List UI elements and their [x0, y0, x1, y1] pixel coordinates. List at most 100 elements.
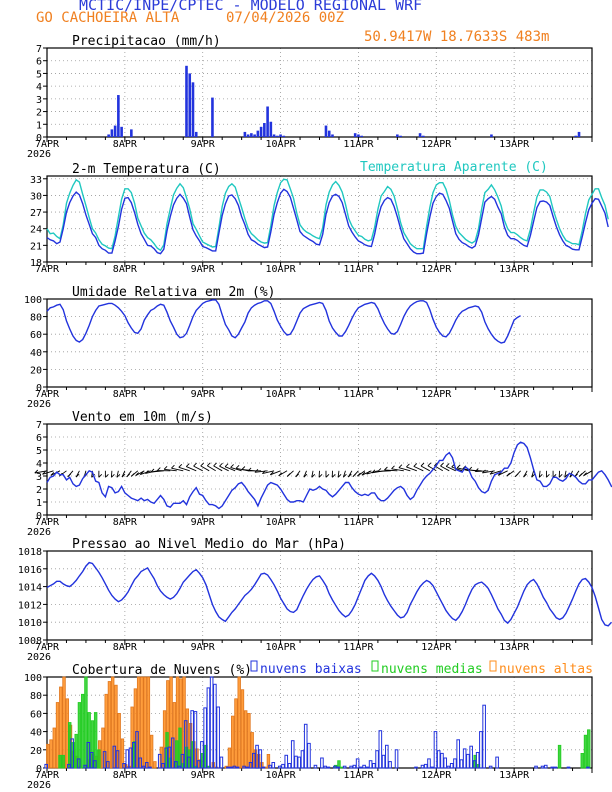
wind-barb	[34, 470, 48, 474]
low-cloud-bar	[550, 766, 555, 769]
x-tick-label: 9APR	[191, 264, 216, 275]
wind-barb-flag	[506, 472, 511, 477]
low-cloud-bar	[157, 753, 162, 769]
wind-barb	[538, 470, 541, 478]
wind-barb-flag	[489, 470, 494, 475]
low-cloud-bar	[430, 766, 435, 769]
low-cloud-bar	[488, 765, 493, 769]
wind-barb-flag	[171, 464, 175, 469]
panel-title: Cobertura de Nuvens (%)	[72, 663, 252, 678]
x-tick-label: 9APR	[191, 139, 216, 150]
panel-title: 2-m Temperatura (C)	[72, 162, 221, 177]
low-cloud-bar	[115, 750, 120, 769]
wind-barb-flag	[269, 471, 274, 476]
low-cloud-bar	[268, 764, 272, 769]
temperature-line	[46, 188, 609, 255]
precip-bar	[276, 135, 279, 137]
wind-barb-flag	[224, 463, 229, 468]
wind-barb-flag	[126, 473, 131, 478]
wind-barb-flag	[262, 470, 266, 474]
mid-cloud-bar	[61, 754, 65, 769]
y-tick-label: 80	[30, 691, 42, 702]
x-tick-label: 11APR	[343, 264, 374, 275]
x-tick-label: 7APR	[35, 517, 60, 528]
wind-barb	[398, 467, 411, 472]
low-cloud-bar	[86, 742, 91, 769]
wind-barb-flag	[156, 467, 161, 471]
panel-1	[43, 47, 593, 142]
low-cloud-bar	[456, 739, 460, 769]
low-cloud-bar	[67, 763, 71, 769]
precip-bar	[243, 131, 247, 137]
low-cloud-bar	[342, 765, 347, 769]
low-cloud-bar	[323, 765, 327, 769]
low-cloud-bar	[362, 764, 366, 769]
low-cloud-bar	[540, 765, 545, 769]
wind-barb-flag	[347, 473, 352, 478]
x-year-label: 2026	[27, 527, 51, 538]
mid-cloud-bar	[580, 753, 584, 769]
x-tick-label: 13APR	[499, 389, 530, 400]
precip-bar	[259, 126, 263, 137]
wind-barb-flag	[42, 470, 46, 475]
low-cloud-bar	[128, 747, 133, 769]
x-tick-label: 12APR	[421, 770, 452, 781]
y-tick-label: 80	[30, 313, 42, 324]
wind-barb-flag	[67, 473, 72, 478]
precip-bar	[490, 134, 493, 137]
precip-bar	[188, 73, 192, 137]
panel-5	[43, 550, 593, 645]
low-cloud-bar	[284, 754, 289, 769]
wind-barb-flag	[398, 464, 403, 469]
low-cloud-bar	[277, 765, 282, 769]
y-tick-label: 60	[30, 330, 42, 341]
wind-barb-flag	[105, 473, 109, 478]
legend-low-clouds-swatch	[250, 660, 258, 672]
low-cloud-bar	[83, 764, 87, 769]
y-tick-label: 1014	[18, 583, 42, 594]
wind-barb-flag	[420, 462, 425, 467]
wind-barb	[564, 470, 567, 478]
wind-barb-flag	[391, 465, 395, 470]
low-cloud-bar	[229, 766, 233, 769]
legend-high-clouds-swatch	[489, 660, 497, 672]
wind-barb-flag	[384, 466, 388, 471]
wind-barb-flag	[213, 462, 217, 467]
plot-frame	[46, 298, 593, 388]
low-cloud-bar	[436, 750, 441, 769]
low-cloud-bar	[420, 764, 425, 769]
precip-bar	[327, 130, 331, 137]
low-cloud-bar	[135, 731, 139, 769]
wind-barb-flag	[337, 473, 342, 478]
y-tick-label: 2	[36, 108, 42, 119]
low-cloud-bar	[89, 752, 94, 769]
low-cloud-bar	[183, 720, 188, 769]
wind-barb-flag	[427, 462, 432, 467]
wind-barb	[413, 465, 424, 472]
high-cloud-bar	[49, 739, 53, 769]
low-cloud-bar	[76, 758, 81, 769]
low-cloud-bar	[297, 756, 302, 769]
low-cloud-bar	[300, 750, 305, 769]
low-cloud-bar	[349, 765, 353, 769]
low-cloud-bar	[287, 763, 292, 769]
y-tick-label: 18	[30, 258, 42, 269]
legend-mid-clouds-swatch	[371, 660, 379, 672]
wind-barb-flag	[163, 465, 168, 470]
x-tick-label: 10APR	[266, 642, 297, 653]
mid-cloud-bar	[587, 729, 591, 769]
wind-barb-flag	[150, 468, 155, 473]
low-cloud-bar	[232, 765, 237, 769]
low-cloud-bar	[170, 737, 175, 769]
wind-barb-flag	[193, 462, 197, 467]
x-tick-label: 11APR	[343, 770, 374, 781]
low-cloud-bar	[307, 742, 311, 769]
y-tick-label: 5	[36, 69, 42, 80]
mid-cloud-bar	[583, 734, 588, 769]
high-cloud-bar	[237, 676, 241, 769]
y-tick-label: 2	[36, 485, 42, 496]
wind-barb	[342, 470, 346, 478]
x-tick-label: 12APR	[421, 264, 452, 275]
low-cloud-bar	[388, 761, 392, 769]
high-cloud-bar	[62, 676, 66, 769]
